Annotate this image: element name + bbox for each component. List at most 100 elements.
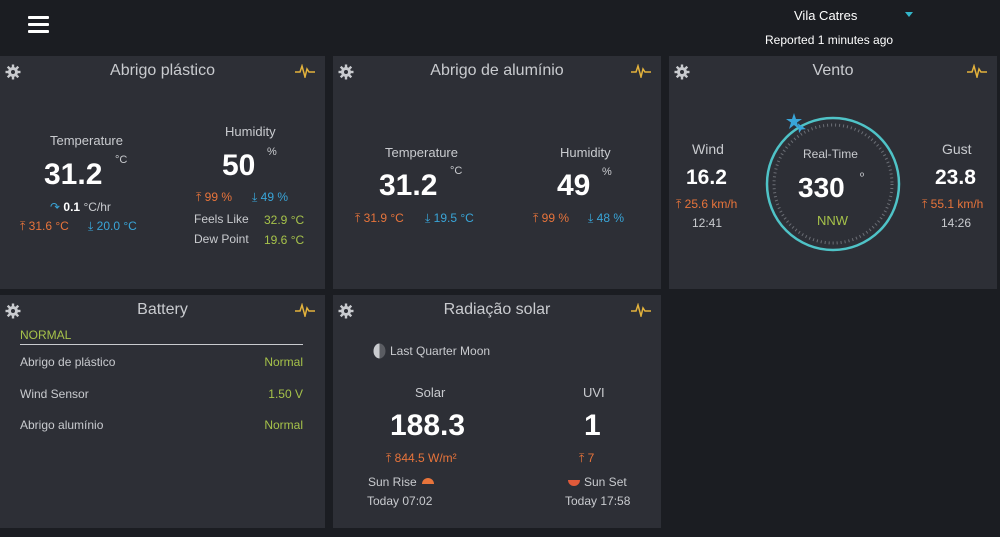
temperature-high: ⤒ 31.9 °C: [355, 211, 404, 225]
gear-icon[interactable]: [338, 64, 354, 80]
card-abrigo-aluminio: Abrigo de alumínio Temperature 31.2 °C ⤒…: [333, 56, 661, 289]
temperature-low: ⤓ 19.5 °C: [425, 211, 474, 225]
reported-status: Reported 1 minutes ago: [765, 33, 894, 47]
pulse-chart-icon[interactable]: [631, 303, 651, 317]
humidity-unit: %: [602, 166, 612, 178]
humidity-high: ⤒ 99 %: [533, 211, 570, 225]
uvi-high: ⤒ 7: [579, 451, 595, 465]
uvi-label: UVI: [583, 385, 605, 400]
card-title: Vento: [812, 62, 854, 79]
dew-point-label: Dew Point: [194, 232, 249, 246]
gear-icon[interactable]: [5, 64, 21, 80]
feels-like-value: 32.9 °C: [264, 213, 305, 227]
battery-item-label: Abrigo alumínio: [20, 418, 104, 432]
temperature-unit: °C: [115, 154, 128, 166]
direction-degrees: 330: [798, 172, 845, 203]
moon-phase: Last Quarter Moon: [390, 344, 491, 358]
menu-icon[interactable]: [28, 16, 49, 34]
card-battery: Battery NORMAL Abrigo de plástico Normal…: [0, 295, 325, 528]
temperature-unit: °C: [450, 165, 463, 177]
arrow-down-icon: ⤓: [588, 211, 594, 225]
arrow-down-icon: ⤓: [88, 219, 94, 233]
card-radiacao-solar: Radiação solar Last Quarter Moon Solar 1…: [333, 295, 661, 528]
humidity-value: 50: [222, 149, 256, 182]
trend-row: ↷ 0.1 °C/hr: [50, 200, 111, 214]
arrow-down-icon: ⤓: [425, 211, 431, 225]
feels-like-label: Feels Like: [194, 212, 249, 226]
compass-dial: [765, 116, 901, 252]
arrow-down-icon: ⤓: [252, 190, 258, 204]
pulse-chart-icon[interactable]: [295, 64, 315, 78]
gust-value: 23.8: [935, 166, 976, 189]
pulse-chart-icon[interactable]: [967, 64, 987, 78]
arrow-up-icon: ⤒: [355, 211, 361, 225]
sunset-time: Today 17:58: [565, 494, 631, 508]
card-title: Radiação solar: [443, 301, 551, 318]
card-abrigo-plastico: Abrigo plástico Temperature 31.2 °C ↷ 0.…: [0, 56, 325, 289]
wind-high: ⤒ 25.6 km/h: [676, 197, 738, 211]
sunset-label: Sun Set: [584, 475, 627, 489]
humidity-value: 49: [557, 169, 591, 202]
gear-icon[interactable]: [674, 64, 690, 80]
trend-unit: °C/hr: [83, 200, 111, 214]
temperature-value: 31.2: [379, 169, 438, 202]
trend-value: 0.1: [63, 200, 81, 214]
top-bar: Vila Catres Reported 1 minutes ago: [0, 0, 1000, 52]
arrow-up-icon: ⤒: [676, 197, 682, 211]
pulse-chart-icon[interactable]: [631, 64, 651, 78]
gust-high: ⤒ 55.1 km/h: [922, 197, 984, 211]
sunset-icon: [568, 480, 580, 486]
trend-icon: ↷: [50, 200, 61, 214]
solar-value: 188.3: [390, 409, 466, 442]
divider: [20, 344, 303, 345]
realtime-label: Real-Time: [803, 147, 858, 161]
battery-item-value: Normal: [264, 418, 303, 432]
uvi-value: 1: [584, 409, 601, 442]
sunrise-icon: [422, 478, 434, 484]
humidity-unit: %: [267, 146, 277, 158]
chevron-down-icon[interactable]: [905, 12, 913, 17]
gust-label: Gust: [942, 141, 972, 157]
humidity-high: ⤒ 99 %: [196, 190, 233, 204]
wind-value: 16.2: [686, 166, 727, 189]
arrow-up-icon: ⤒: [386, 451, 392, 465]
moon-icon: [373, 343, 386, 359]
gear-icon[interactable]: [5, 303, 21, 319]
direction-name: NNW: [817, 213, 849, 228]
arrow-up-icon: ⤒: [20, 219, 26, 233]
sunrise-label: Sun Rise: [368, 475, 417, 489]
card-title: Abrigo de alumínio: [430, 62, 564, 79]
temperature-high: ⤒ 31.6 °C: [20, 219, 69, 233]
battery-item-label: Abrigo de plástico: [20, 355, 116, 369]
card-title: Battery: [137, 301, 188, 318]
pulse-chart-icon[interactable]: [295, 303, 315, 317]
star-icon: [786, 113, 802, 129]
arrow-up-icon: ⤒: [922, 197, 928, 211]
wind-direction-marker: [798, 123, 806, 134]
card-vento: Vento Wind 16.2 ⤒ 25.6 km/h 12:41 Real-T…: [669, 56, 997, 289]
humidity-label: Humidity: [560, 145, 611, 160]
wind-label: Wind: [692, 141, 724, 157]
gear-icon[interactable]: [338, 303, 354, 319]
temperature-label: Temperature: [385, 145, 458, 160]
battery-item-value: 1.50 V: [268, 387, 303, 401]
dew-point-value: 19.6 °C: [264, 233, 305, 247]
humidity-low: ⤓ 48 %: [588, 211, 625, 225]
humidity-low: ⤓ 49 %: [252, 190, 289, 204]
arrow-up-icon: ⤒: [533, 211, 539, 225]
temperature-label: Temperature: [50, 133, 123, 148]
temperature-value: 31.2: [44, 158, 103, 191]
sunrise-time: Today 07:02: [367, 494, 433, 508]
wind-time: 12:41: [692, 216, 723, 230]
direction-unit: º: [860, 171, 865, 183]
solar-high: ⤒ 844.5 W/m²: [386, 451, 457, 465]
arrow-up-icon: ⤒: [579, 451, 585, 465]
solar-label: Solar: [415, 385, 446, 400]
humidity-label: Humidity: [225, 124, 276, 139]
station-selector[interactable]: Vila Catres: [794, 8, 858, 23]
battery-status: NORMAL: [20, 328, 72, 342]
arrow-up-icon: ⤒: [196, 190, 202, 204]
gust-time: 14:26: [941, 216, 972, 230]
card-title: Abrigo plástico: [110, 62, 215, 79]
battery-item-label: Wind Sensor: [20, 387, 89, 401]
